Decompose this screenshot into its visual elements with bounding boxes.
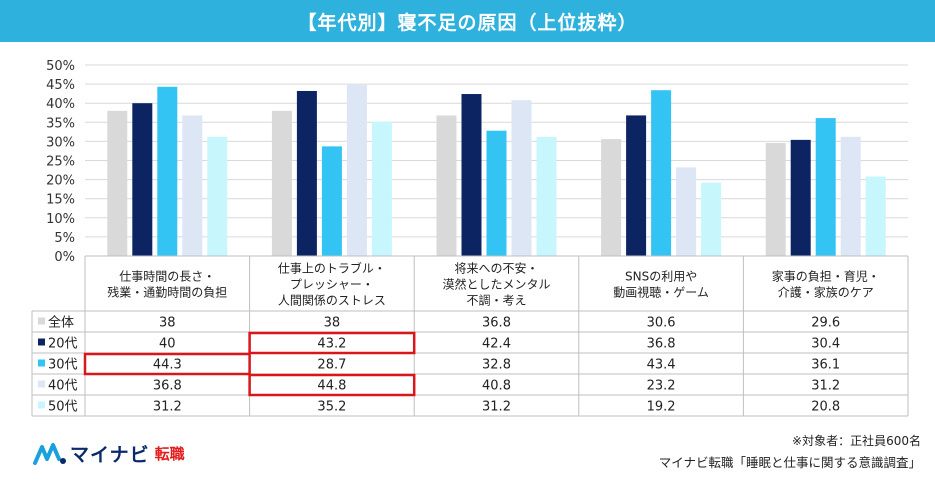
bar	[296, 90, 317, 256]
sample-note: ※対象者：正社員600名	[792, 434, 921, 448]
bar	[461, 94, 482, 256]
legend-swatch	[38, 359, 45, 367]
legend-swatch	[38, 317, 45, 325]
y-tick-label: 50%	[46, 59, 75, 74]
data-value-label: 43.2	[317, 337, 346, 352]
bar	[536, 136, 557, 256]
mynavi-logo: マイナビ 転職	[33, 440, 185, 467]
highlight-box	[248, 373, 416, 397]
bar	[601, 139, 622, 256]
highlight-box	[83, 352, 251, 376]
y-tick-label: 35%	[46, 116, 75, 131]
data-value-label: 31.2	[153, 400, 182, 415]
y-tick-label: 45%	[46, 78, 75, 93]
category-label: SNSの利用や動画視聴・ゲーム	[613, 270, 709, 300]
y-tick-label: 30%	[46, 135, 75, 150]
data-value-label: 29.6	[811, 316, 840, 331]
bar	[765, 142, 786, 256]
data-value-label: 42.4	[482, 337, 511, 352]
bar	[676, 167, 697, 256]
data-value-label: 28.7	[317, 358, 346, 373]
data-value-label: 44.3	[153, 358, 182, 373]
logo-text: マイナビ	[70, 444, 150, 466]
bar	[865, 176, 886, 256]
data-value-label: 38	[159, 316, 176, 331]
legend-swatch	[38, 401, 45, 409]
y-tick-label: 20%	[46, 174, 75, 189]
data-value-label: 35.2	[317, 400, 346, 415]
data-value-label: 23.2	[647, 379, 676, 394]
legend-series-name: 30代	[48, 358, 78, 373]
bar	[346, 84, 367, 256]
data-value-label: 40.8	[482, 379, 511, 394]
data-value-label: 32.8	[482, 358, 511, 373]
data-value-label: 44.8	[317, 379, 346, 394]
data-value-label: 31.2	[811, 379, 840, 394]
legend-series-name: 40代	[48, 379, 78, 394]
legend-swatch	[38, 380, 45, 388]
data-value-label: 36.8	[153, 379, 182, 394]
category-label: 将来への不安・漠然としたメンタル不調・考え	[442, 261, 550, 308]
mynavi-logo-mark-icon	[33, 442, 66, 465]
data-value-label: 36.8	[482, 316, 511, 331]
bar	[701, 182, 722, 256]
data-value-label: 30.4	[811, 337, 840, 352]
chart-title: 【年代別】寝不足の原因（上位抜粋）	[0, 0, 935, 42]
data-value-label: 19.2	[647, 400, 676, 415]
y-tick-label: 15%	[46, 193, 75, 208]
bar	[371, 121, 392, 256]
bar	[486, 130, 507, 256]
y-tick-label: 5%	[54, 231, 75, 246]
legend-swatch	[38, 338, 45, 346]
y-tick-label: 0%	[54, 250, 75, 265]
y-tick-label: 10%	[46, 212, 75, 227]
category-label: 仕事上のトラブル・プレッシャー・人間関係のストレス	[278, 261, 386, 308]
bar	[815, 118, 836, 257]
legend-series-name: 50代	[48, 400, 78, 415]
bar	[271, 110, 292, 256]
category-label: 家事の負担・育児・介護・家族のケア	[772, 269, 880, 300]
bar	[511, 100, 532, 256]
data-value-label: 40	[159, 337, 176, 352]
bar	[132, 103, 153, 256]
bar	[182, 115, 203, 256]
data-value-label: 36.8	[647, 337, 676, 352]
legend-series-name: 全体	[48, 315, 74, 331]
bar	[436, 115, 457, 256]
y-tick-label: 25%	[46, 155, 75, 170]
highlight-box	[248, 331, 416, 355]
bar	[626, 115, 647, 256]
data-value-label: 30.6	[647, 316, 676, 331]
data-value-label: 31.2	[482, 400, 511, 415]
bar	[321, 146, 342, 256]
data-value-label: 36.1	[811, 358, 840, 373]
bar	[790, 139, 811, 256]
chart-plot: 0% 5% 10% 15% 20% 25% 30% 35% 40% 45% 50% 仕事時間の長さ・…	[31, 59, 909, 417]
legend-series-name: 20代	[48, 337, 78, 352]
bar	[157, 86, 178, 256]
category-label: 仕事時間の長さ・残業・通勤時間の負担	[107, 270, 227, 300]
data-value-label: 38	[324, 316, 341, 331]
data-value-label: 20.8	[811, 400, 840, 415]
data-value-label: 43.4	[647, 358, 676, 373]
bar	[207, 136, 228, 256]
bar	[840, 136, 861, 256]
bar	[651, 90, 672, 256]
logo-subtext: 転職	[154, 445, 185, 463]
y-tick-label: 40%	[46, 97, 75, 112]
bar	[107, 110, 128, 256]
source-note: マイナビ転職「睡眠と仕事に関する意識調査」	[658, 455, 921, 470]
